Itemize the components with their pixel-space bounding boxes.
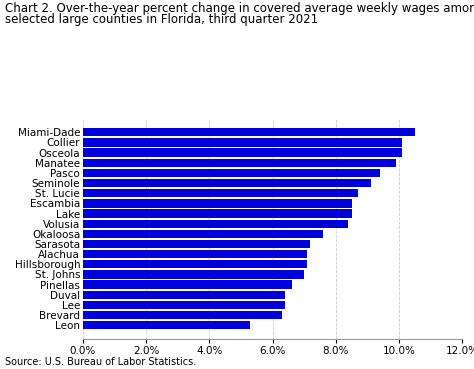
Text: selected large counties in Florida, third quarter 2021: selected large counties in Florida, thir… — [5, 13, 318, 26]
Bar — [83, 240, 310, 248]
Text: Source: U.S. Bureau of Labor Statistics.: Source: U.S. Bureau of Labor Statistics. — [5, 357, 196, 367]
Bar — [83, 169, 380, 177]
Bar — [83, 128, 415, 137]
Bar — [83, 209, 352, 218]
Bar — [83, 291, 285, 299]
Bar — [83, 159, 396, 167]
Bar — [83, 148, 402, 157]
Bar — [83, 138, 402, 146]
Bar — [83, 311, 282, 319]
Bar — [83, 220, 348, 228]
Bar — [83, 189, 358, 197]
Bar — [83, 270, 304, 279]
Bar — [83, 230, 323, 238]
Bar — [83, 321, 250, 330]
Bar — [83, 260, 307, 269]
Bar — [83, 199, 352, 207]
Bar — [83, 280, 292, 289]
Bar — [83, 250, 307, 258]
Bar — [83, 179, 371, 187]
Text: Chart 2. Over-the-year percent change in covered average weekly wages among: Chart 2. Over-the-year percent change in… — [5, 2, 474, 15]
Bar — [83, 301, 285, 309]
